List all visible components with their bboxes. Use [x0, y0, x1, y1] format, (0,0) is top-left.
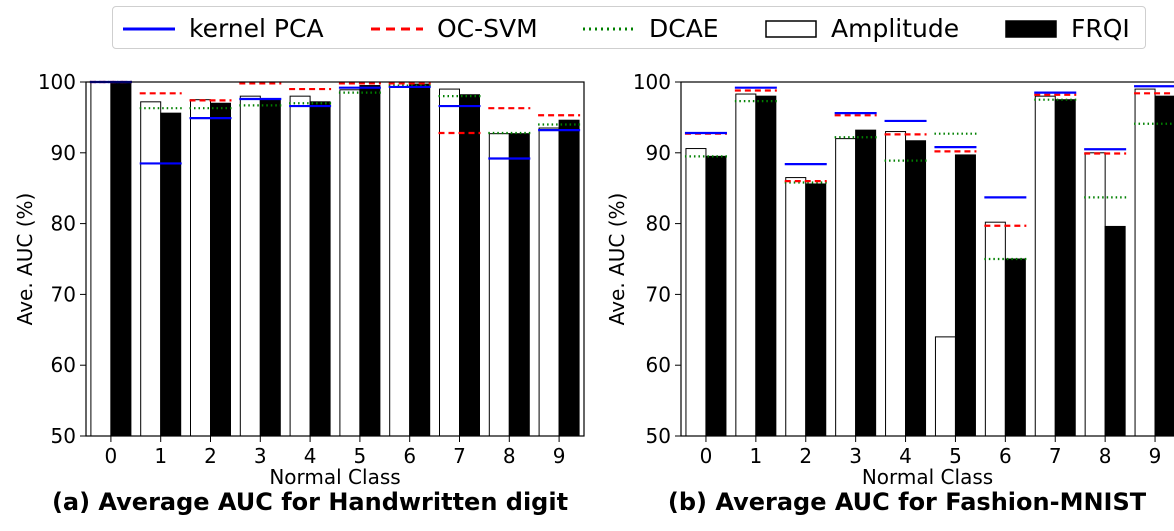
x-tick-label-b: 5	[949, 444, 962, 468]
caption-a: (a) Average AUC for Handwritten digit	[51, 488, 569, 516]
bar-frqi-a	[459, 94, 480, 437]
x-tick-label-a: 1	[154, 444, 167, 468]
y-tick-label-b: 80	[646, 212, 671, 236]
bar-frqi-a	[309, 101, 331, 437]
bar-frqi-b	[705, 155, 727, 437]
bar-frqi-b	[954, 154, 976, 437]
white-bar-icon	[765, 19, 817, 38]
bar-amplitude-b	[885, 131, 907, 437]
legend: kernel PCA OC-SVM DCAE Amplitude FRQI	[112, 6, 1146, 49]
legend-item-kpca: kernel PCA	[123, 7, 324, 50]
x-tick-label-a: 6	[403, 444, 416, 468]
bar-frqi-b	[1104, 225, 1126, 437]
bar-amplitude-b	[735, 93, 757, 437]
y-tick-label-b: 50	[646, 424, 671, 448]
bar-amplitude-a	[90, 81, 112, 437]
x-tick-label-a: 2	[204, 444, 217, 468]
bar-frqi-b	[755, 95, 777, 437]
y-axis-label-a: Ave. AUC (%)	[13, 193, 37, 326]
bar-amplitude-a	[538, 127, 560, 437]
bar-amplitude-b	[1084, 152, 1106, 437]
legend-label-amplitude: Amplitude	[831, 14, 960, 43]
x-tick-label-b: 7	[1049, 444, 1062, 468]
legend-item-dcae: DCAE	[583, 7, 719, 50]
plot-frame-b	[680, 81, 1174, 437]
bar-amplitude-a	[439, 88, 460, 437]
bar-amplitude-a	[339, 89, 361, 437]
plot-frame-a	[85, 81, 585, 437]
x-tick-label-a: 3	[254, 444, 267, 468]
x-tick-label-a: 9	[553, 444, 566, 468]
x-tick-label-a: 5	[354, 444, 367, 468]
bar-frqi-b	[905, 140, 927, 437]
x-axis-label-a: Normal Class	[269, 465, 400, 489]
bar-amplitude-b	[934, 336, 956, 437]
bar-frqi-b	[1004, 258, 1026, 437]
solid-line-icon	[123, 27, 175, 30]
y-tick-label-a: 60	[51, 353, 76, 377]
bar-amplitude-b	[984, 221, 1006, 437]
x-tick-label-b: 3	[849, 444, 862, 468]
x-axis-label-b: Normal Class	[862, 465, 993, 489]
bar-amplitude-a	[140, 101, 162, 437]
y-tick-label-b: 90	[646, 141, 671, 165]
y-tick-label-b: 100	[633, 70, 671, 94]
dashed-line-icon	[371, 27, 423, 30]
bar-frqi-a	[210, 102, 231, 437]
legend-item-frqi: FRQI	[1005, 7, 1130, 50]
bar-amplitude-a	[389, 81, 411, 437]
x-tick-label-a: 8	[503, 444, 516, 468]
x-tick-label-b: 9	[1149, 444, 1162, 468]
x-tick-label-b: 4	[899, 444, 912, 468]
y-tick-label-a: 70	[51, 282, 76, 306]
bar-frqi-a	[409, 83, 431, 437]
bar-amplitude-a	[239, 95, 261, 437]
bar-amplitude-b	[685, 148, 707, 437]
y-axis-label-b: Ave. AUC (%)	[605, 193, 629, 326]
y-tick-label-a: 100	[38, 70, 76, 94]
y-tick-label-b: 60	[646, 353, 671, 377]
bar-amplitude-b	[835, 138, 857, 437]
bar-amplitude-b	[1134, 88, 1156, 437]
bar-frqi-a	[259, 99, 281, 437]
legend-item-amplitude: Amplitude	[765, 7, 959, 50]
bar-frqi-b	[805, 183, 827, 437]
bar-frqi-a	[110, 81, 132, 437]
x-tick-label-a: 0	[105, 444, 118, 468]
bar-frqi-b	[1054, 99, 1076, 437]
legend-item-ocsvm: OC-SVM	[371, 7, 538, 50]
dotted-line-icon	[583, 27, 635, 30]
bar-amplitude-a	[488, 133, 510, 437]
bar-frqi-a	[160, 112, 182, 437]
bar-frqi-b	[1154, 95, 1174, 437]
x-tick-label-a: 4	[304, 444, 317, 468]
bar-frqi-a	[359, 85, 381, 437]
bar-amplitude-a	[289, 95, 311, 437]
x-tick-label-b: 8	[1099, 444, 1112, 468]
y-tick-label-b: 70	[646, 282, 671, 306]
bar-amplitude-b	[785, 177, 807, 437]
x-tick-label-b: 1	[749, 444, 762, 468]
legend-label-frqi: FRQI	[1071, 14, 1130, 43]
bar-frqi-a	[558, 119, 580, 437]
legend-label-kpca: kernel PCA	[189, 14, 324, 43]
x-tick-label-b: 2	[799, 444, 812, 468]
bar-frqi-b	[855, 129, 877, 437]
bar-amplitude-b	[1034, 95, 1056, 437]
bar-amplitude-a	[190, 99, 211, 437]
y-tick-label-a: 50	[51, 424, 76, 448]
y-tick-label-a: 80	[51, 212, 76, 236]
black-bar-icon	[1005, 19, 1057, 38]
legend-label-dcae: DCAE	[649, 14, 719, 43]
x-tick-label-a: 7	[453, 444, 466, 468]
x-tick-label-b: 0	[700, 444, 713, 468]
x-tick-label-b: 6	[999, 444, 1012, 468]
legend-label-ocsvm: OC-SVM	[437, 14, 538, 43]
y-tick-label-a: 90	[51, 141, 76, 165]
bar-frqi-a	[508, 133, 530, 437]
caption-b: (b) Average AUC for Fashion-MNIST	[667, 488, 1147, 516]
